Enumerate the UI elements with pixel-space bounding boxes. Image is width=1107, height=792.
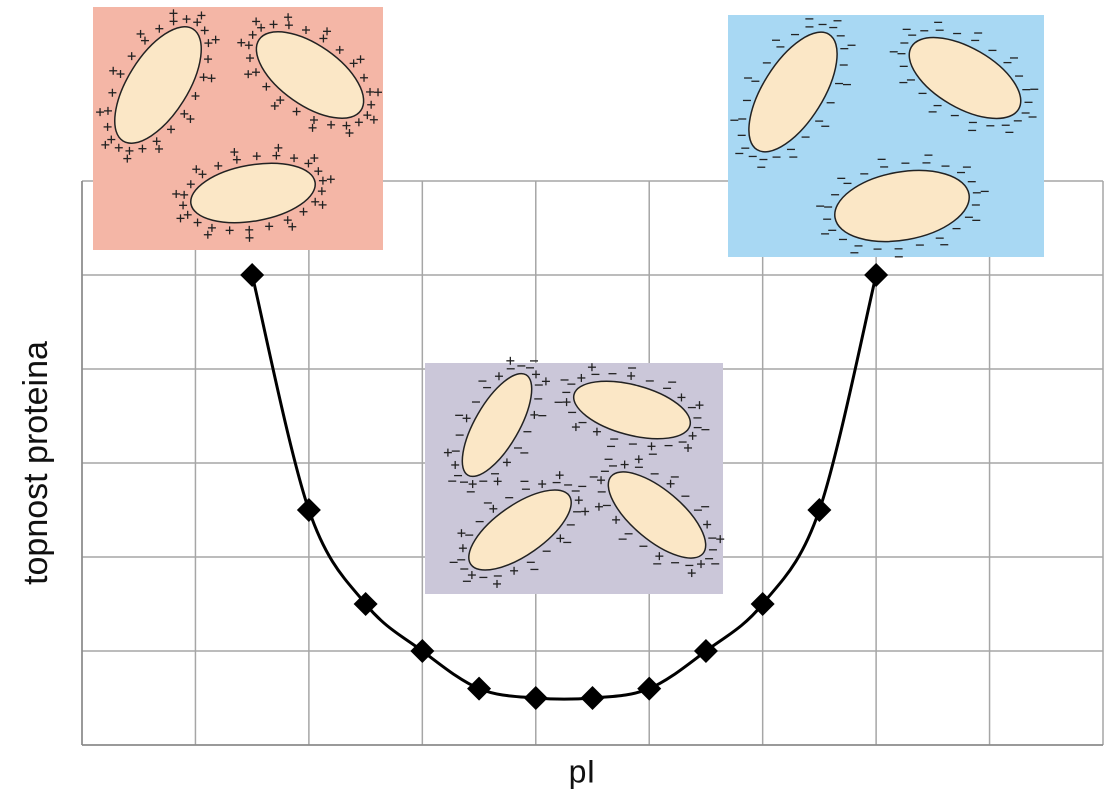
insets [93,7,1044,594]
chart: topnost proteina pI [0,0,1107,792]
point [467,677,491,701]
point [240,263,264,287]
point [807,498,831,522]
x-axis-label: pI [569,753,596,789]
point [524,686,548,710]
point [297,498,321,522]
point [410,639,434,663]
point [694,639,718,663]
y-axis-label: topnost proteina [17,341,55,585]
point [581,686,605,710]
point [637,677,661,701]
point [864,263,888,287]
